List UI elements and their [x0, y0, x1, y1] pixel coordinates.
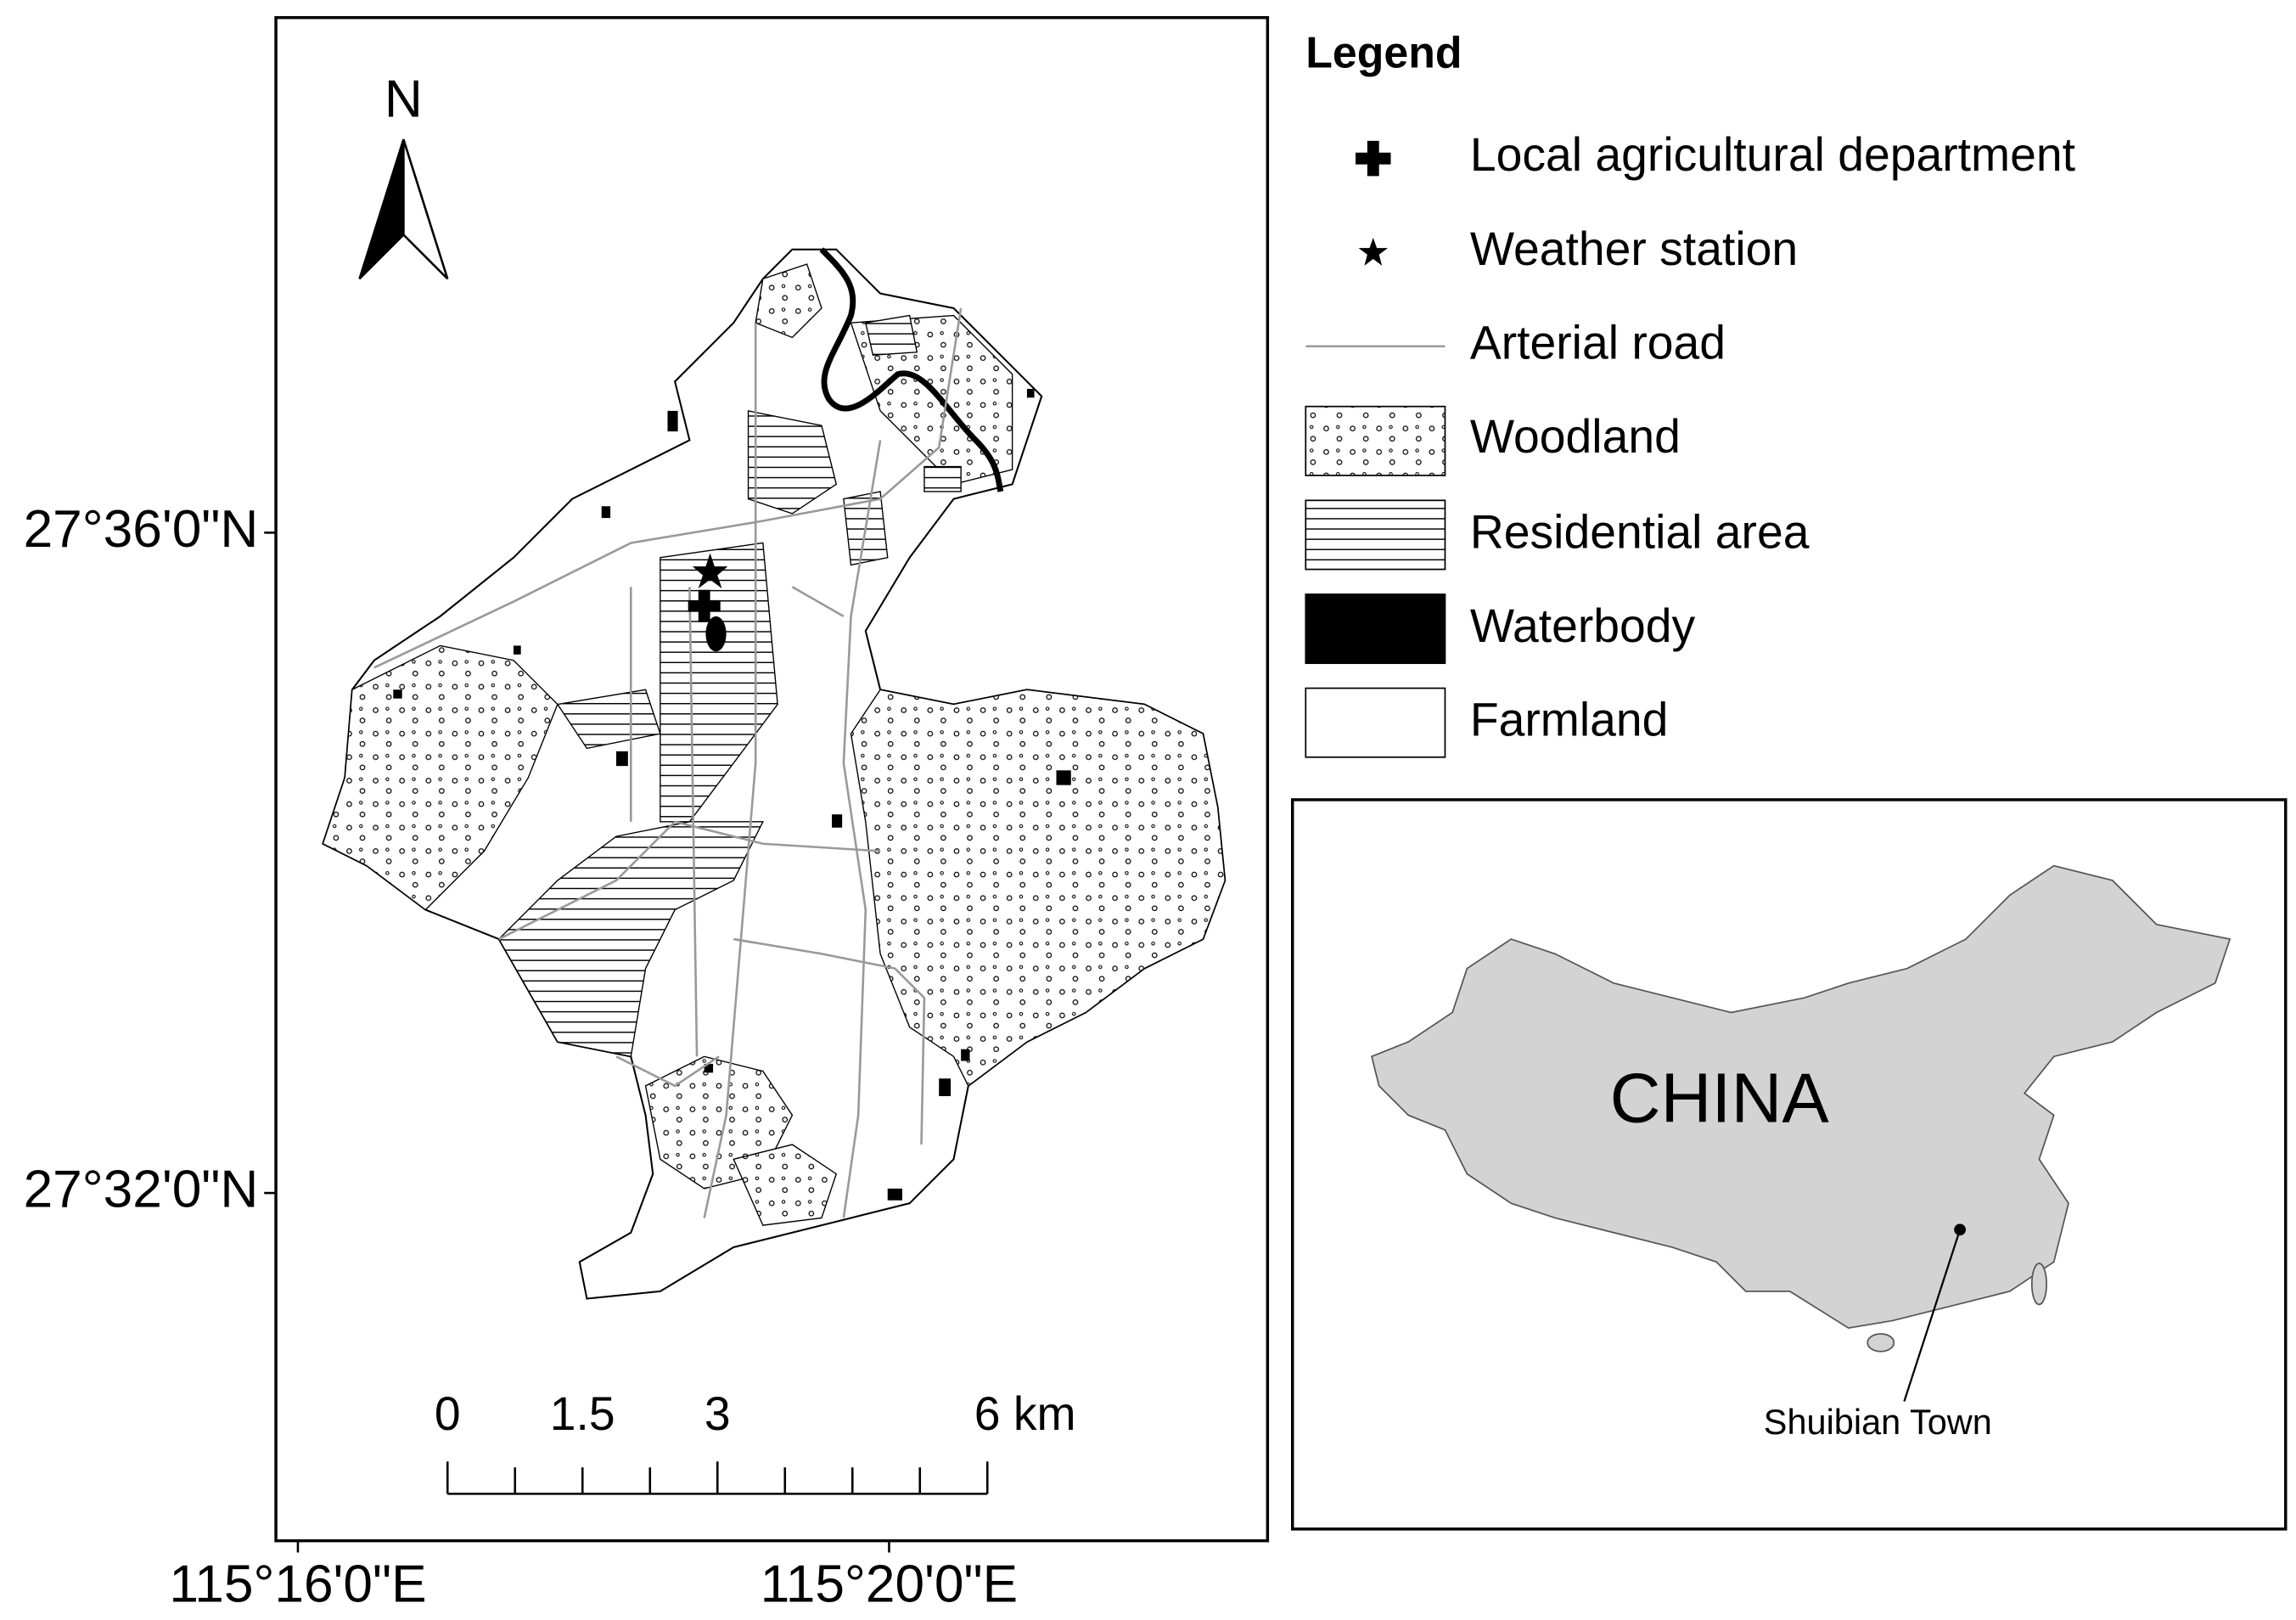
legend-label: Local agricultural department: [1470, 128, 2075, 181]
scale-label: 3: [705, 1387, 731, 1440]
legend-label: Arterial road: [1470, 316, 1726, 368]
river: [819, 247, 1004, 492]
town-label: Shuibian Town: [1764, 1402, 1992, 1442]
legend-symbol: [1358, 237, 1389, 266]
weather-station: [692, 553, 728, 589]
agri-department: [688, 589, 721, 622]
legend-symbol: [1305, 499, 1446, 571]
legend-symbol: [1305, 687, 1446, 758]
scale-label: 6 km: [974, 1387, 1076, 1440]
lon-label: 115°16'0"E: [169, 1555, 426, 1613]
legend-label: Waterbody: [1470, 599, 1696, 652]
taiwan: [2030, 1263, 2047, 1306]
lat-label: 27°32'0"N: [24, 1161, 259, 1219]
legend-symbol: [1305, 593, 1446, 665]
scale-label: 0: [435, 1387, 461, 1440]
north-label: N: [385, 70, 423, 128]
china-map: [1371, 864, 2231, 1329]
north-arrow: [402, 138, 449, 280]
legend-title: Legend: [1305, 27, 1462, 76]
town-leader: [1903, 1229, 1962, 1402]
legend-symbol: [1305, 405, 1446, 476]
legend-label: Weather station: [1470, 222, 1798, 275]
waterbodies: [393, 388, 1071, 1201]
hainan: [1867, 1333, 1895, 1353]
legend-label: Woodland: [1470, 410, 1681, 463]
study-area: [322, 248, 1227, 1300]
inset-label: CHINA: [1610, 1059, 1830, 1138]
roads: [373, 307, 963, 1218]
lon-label: 115°20'0"E: [761, 1555, 1018, 1613]
legend-label: Residential area: [1470, 505, 1810, 558]
legend-label: Farmland: [1470, 694, 1669, 746]
legend-symbol: [1356, 140, 1391, 177]
scale-bar: [446, 1461, 989, 1495]
lat-label: 27°36'0"N: [24, 500, 259, 559]
scale-label: 1.5: [550, 1387, 615, 1440]
